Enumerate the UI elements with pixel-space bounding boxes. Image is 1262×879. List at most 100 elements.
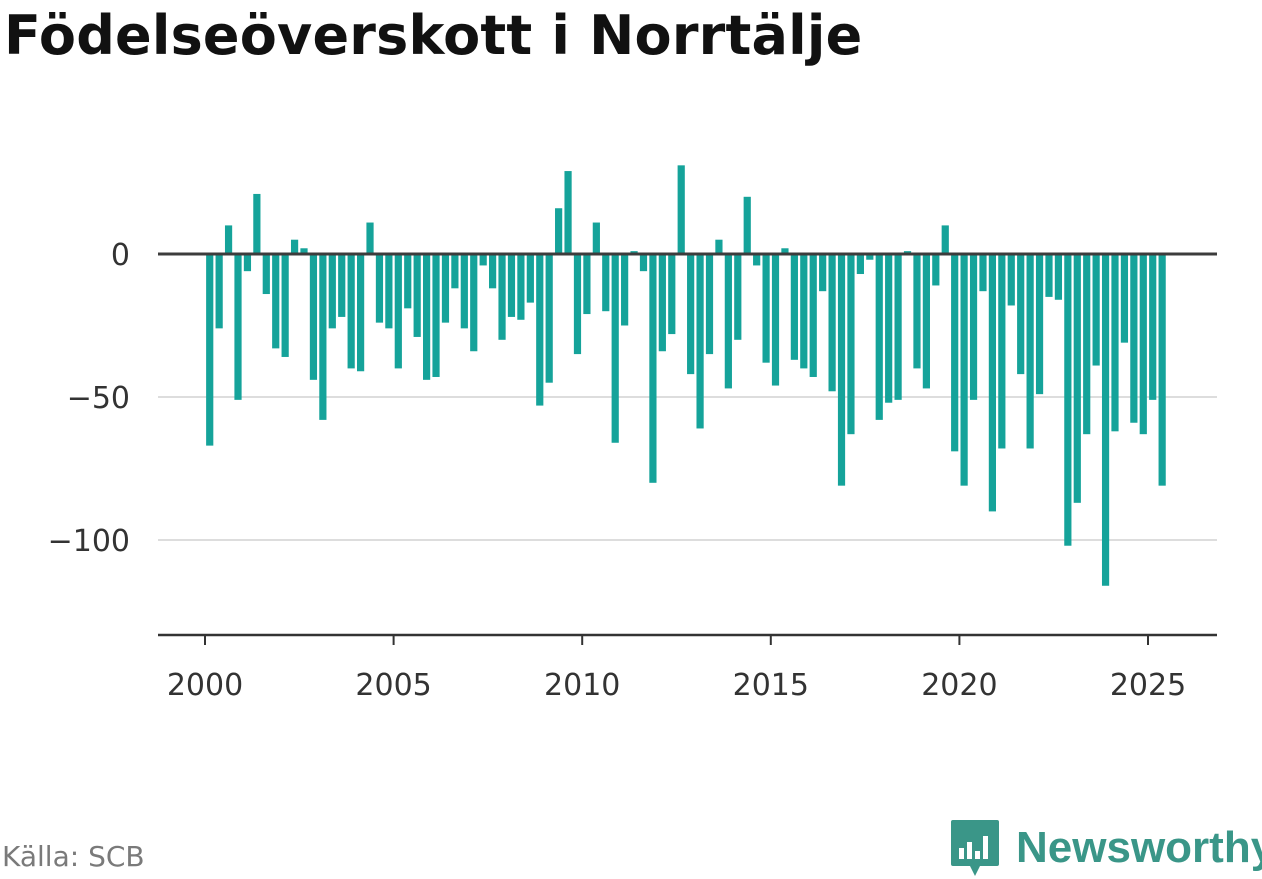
brand-name: Newsworthy [1016,823,1262,872]
bar [922,254,930,389]
bar [781,248,789,254]
y-tick-label: −100 [48,524,130,559]
bar [800,254,808,369]
bar [281,254,289,357]
bar [573,254,582,355]
bar [1139,254,1147,435]
bar [583,254,591,315]
bars [206,165,1166,586]
bar [828,254,836,392]
bar [507,254,516,317]
bar [715,239,723,254]
x-tick-label: 2015 [733,668,809,703]
y-tick-label: 0 [111,238,130,273]
bar [1054,254,1063,300]
bar [564,171,572,254]
grid-lines [158,396,1217,541]
bar [357,254,365,372]
bar [309,254,318,380]
bar [1026,254,1034,449]
bar [677,165,685,254]
bar [1007,254,1015,306]
bar [272,254,280,349]
bar [1035,254,1044,395]
bar [470,254,478,352]
bar-chart-speech-bubble-icon [951,820,999,876]
bar [517,254,525,320]
bar [441,254,450,323]
x-axis-ticks: 2000 2005 2010 2015 2020 2025 [167,635,1186,703]
bar [1120,254,1129,343]
bar [743,196,751,254]
bar [649,254,657,483]
bar [762,254,770,363]
bar [1064,254,1072,546]
bar [319,254,327,420]
bar [809,254,817,377]
bar [960,254,968,486]
bar [394,254,402,369]
chart-title: Födelseöverskott i Norrtälje [4,4,863,67]
bar [338,254,346,317]
bar [856,254,864,275]
bar [1111,254,1119,432]
bar [1045,254,1053,297]
bar [819,254,827,292]
bar [300,248,308,254]
bar [423,254,431,380]
bar [724,254,732,389]
bar [734,254,742,340]
bar [658,254,666,352]
bar [460,254,468,329]
bar [847,254,855,435]
bar [451,254,459,289]
bar [913,254,921,369]
bar [489,254,497,289]
bar [705,254,714,355]
bar [639,254,648,272]
bar [771,254,780,386]
x-tick-label: 2025 [1110,668,1186,703]
bar [951,254,959,452]
bar [988,254,996,512]
x-tick-label: 2005 [355,668,431,703]
bar [1092,254,1100,366]
bar [866,254,874,260]
bar [1149,254,1157,400]
bar [526,254,534,303]
bar [243,254,252,272]
bar [1073,254,1081,503]
bar [998,254,1006,449]
bar [932,254,940,286]
y-axis-ticks: 0 −50 −100 [48,238,130,559]
bar [592,222,600,254]
bar [404,254,412,309]
bar [875,254,883,420]
bar [479,254,487,266]
x-tick-label: 2020 [921,668,997,703]
bar [498,254,506,340]
bar [347,254,355,369]
brand-logo-link[interactable]: Newsworthy [950,818,1262,878]
bar [536,254,544,406]
bar [790,254,798,360]
bar [328,254,336,329]
bar [375,254,384,323]
bar [979,254,987,292]
bar [753,254,761,266]
bar [215,254,223,329]
bar [555,208,563,254]
bar [1130,254,1138,423]
bar [941,225,949,254]
bar [969,254,978,400]
source-note: Källa: SCB [2,840,145,873]
bar [385,254,393,329]
bar [602,254,610,312]
bar [696,254,704,429]
bar [224,225,233,254]
bar [894,254,902,400]
bar [885,254,893,403]
bar [611,254,619,443]
x-tick-label: 2010 [544,668,620,703]
